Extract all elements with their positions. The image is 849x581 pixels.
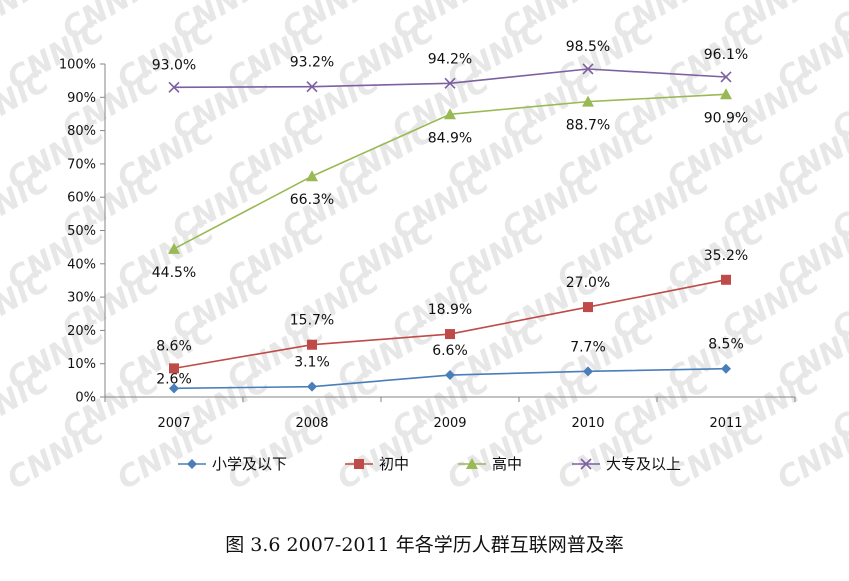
- data-point: [582, 63, 594, 75]
- data-label: 7.7%: [570, 339, 606, 355]
- x-tick-label: 2010: [571, 416, 604, 431]
- legend-item: 大专及以上: [572, 455, 681, 473]
- series-0: 2.6% 3.1% 6.6% 7.7% 8.5%: [156, 337, 744, 394]
- data-point: [168, 81, 180, 93]
- data-label: 8.6%: [156, 338, 192, 354]
- y-tick-label: 80%: [67, 124, 96, 139]
- y-tick-label: 50%: [67, 224, 96, 239]
- data-point: [445, 329, 455, 340]
- data-label: 94.2%: [428, 51, 472, 67]
- y-tick-label: 10%: [67, 357, 96, 372]
- data-point: [307, 339, 317, 350]
- data-point: [583, 302, 593, 313]
- data-label: 6.6%: [432, 343, 468, 359]
- legend-marker: [466, 458, 478, 469]
- legend-marker: [580, 458, 592, 470]
- data-label: 15.7%: [290, 313, 334, 329]
- legend-marker: [354, 459, 364, 469]
- data-point: [306, 170, 318, 182]
- y-tick-label: 30%: [67, 291, 96, 306]
- data-label: 93.2%: [290, 55, 334, 71]
- legend-label: 小学及以下: [212, 455, 287, 473]
- x-tick-label: 2007: [157, 416, 190, 431]
- legend-label: 大专及以上: [606, 455, 681, 473]
- data-label: 27.0%: [566, 275, 610, 291]
- series-2: 44.5% 66.3% 84.9% 88.7% 90.9%: [152, 88, 748, 281]
- data-point: [168, 242, 180, 254]
- data-point: [720, 71, 732, 83]
- series-1: 8.6% 15.7% 18.9% 27.0% 35.2%: [156, 248, 748, 374]
- data-label: 84.9%: [428, 130, 472, 146]
- x-tick-label: 2008: [295, 416, 328, 431]
- watermark-text: CNNIC: [2, 414, 111, 497]
- legend-marker: [187, 459, 197, 469]
- data-point: [445, 370, 455, 381]
- y-tick-label: 0%: [75, 391, 96, 406]
- data-point: [720, 88, 732, 100]
- data-label: 2.6%: [156, 371, 192, 387]
- line-chart: CNNIC CNNIC CNNIC CNNIC CNNIC CNNIC CNNIC CNNIC…: [0, 0, 849, 497]
- data-label: 93.0%: [152, 57, 196, 73]
- y-tick-label: 20%: [67, 324, 96, 339]
- data-point: [582, 95, 594, 107]
- chart-canvas: CNNIC CNNIC CNNIC CNNIC CNNIC CNNIC CNNIC CNNIC…: [0, 0, 849, 497]
- legend-label: 高中: [492, 455, 522, 473]
- data-point: [169, 383, 179, 394]
- data-point: [444, 108, 456, 120]
- data-point: [721, 274, 731, 285]
- series-3: 93.0% 93.2% 94.2% 98.5% 96.1%: [152, 39, 748, 93]
- y-tick-label: 90%: [67, 91, 96, 106]
- legend-item: 小学及以下: [178, 455, 287, 473]
- legend-item: 高中: [458, 455, 522, 473]
- legend: 小学及以下 初中 高中 大专及以上: [178, 455, 681, 473]
- y-tick-label: 100%: [59, 58, 96, 73]
- data-point: [721, 363, 731, 374]
- data-label: 3.1%: [294, 355, 330, 371]
- data-label: 96.1%: [704, 47, 748, 63]
- data-label: 8.5%: [708, 337, 744, 353]
- data-label: 18.9%: [428, 302, 472, 318]
- data-label: 90.9%: [704, 110, 748, 126]
- data-point: [583, 366, 593, 377]
- x-tick-label: 2011: [709, 416, 742, 431]
- y-tick-label: 40%: [67, 257, 96, 272]
- legend-label: 初中: [379, 455, 409, 473]
- data-point: [306, 81, 318, 93]
- x-tick-label: 2009: [433, 416, 466, 431]
- y-tick-label: 70%: [67, 157, 96, 172]
- data-point: [307, 381, 317, 392]
- legend-item: 初中: [345, 455, 409, 473]
- figure-caption: 图 3.6 2007-2011 年各学历人群互联网普及率: [225, 534, 624, 556]
- data-point: [444, 77, 456, 89]
- data-label: 98.5%: [566, 39, 610, 55]
- data-point: [169, 363, 179, 374]
- data-label: 35.2%: [704, 248, 748, 264]
- data-label: 66.3%: [290, 192, 334, 208]
- y-tick-label: 60%: [67, 191, 96, 206]
- data-label: 44.5%: [152, 265, 196, 281]
- data-label: 88.7%: [566, 118, 610, 134]
